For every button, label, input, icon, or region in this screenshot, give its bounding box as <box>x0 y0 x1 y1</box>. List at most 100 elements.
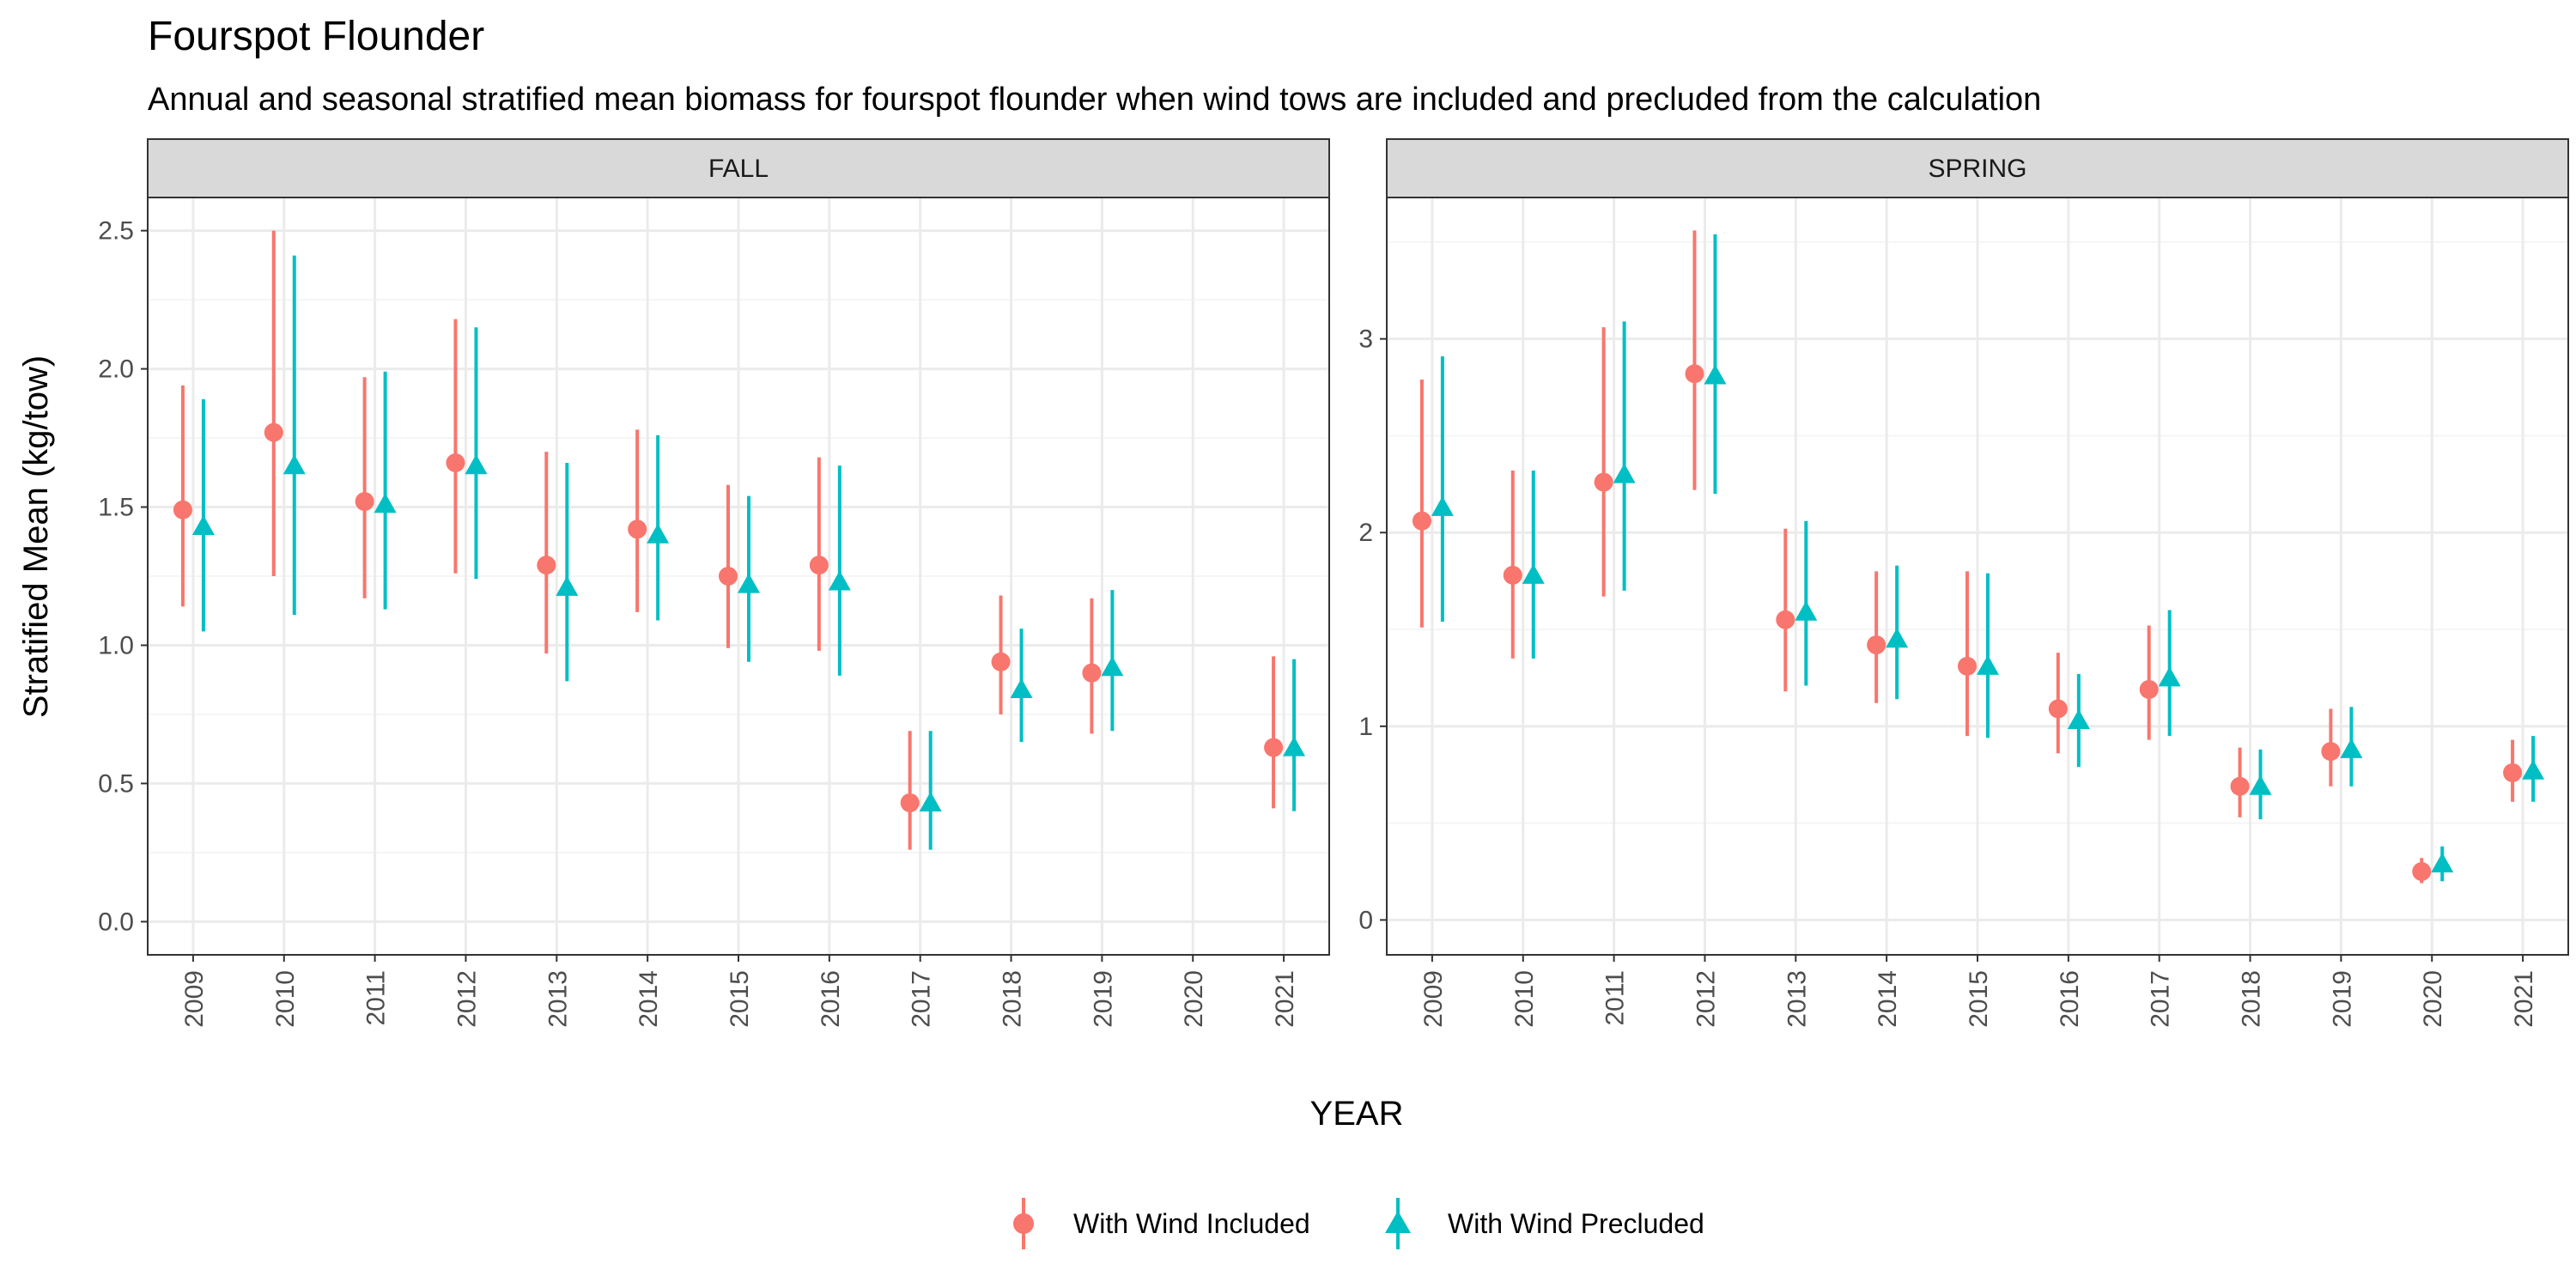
data-point-precluded <box>1886 628 1909 648</box>
data-point-included <box>1264 738 1284 757</box>
data-point-precluded <box>2249 775 2272 795</box>
x-tick-label: 2011 <box>362 970 391 1026</box>
legend-label: With Wind Precluded <box>1448 1208 1704 1239</box>
x-tick-label: 2015 <box>1965 970 1993 1028</box>
data-point-included <box>991 652 1011 671</box>
data-point-precluded <box>919 791 942 811</box>
data-point-precluded <box>283 454 306 475</box>
x-tick-label: 2019 <box>1089 970 1117 1028</box>
data-point-precluded <box>1613 463 1636 483</box>
data-point-included <box>2048 699 2068 719</box>
data-point-precluded <box>1010 677 1033 698</box>
y-tick-label: 3 <box>1358 325 1373 354</box>
legend: With Wind Included With Wind Precluded <box>1013 1198 1704 1249</box>
data-point-precluded <box>191 515 215 536</box>
data-point-precluded <box>1704 364 1727 385</box>
x-tick-label: 2016 <box>817 970 845 1028</box>
x-tick-label: 2020 <box>1180 970 1208 1028</box>
data-point-included <box>446 453 465 473</box>
data-point-precluded <box>1101 656 1124 677</box>
x-tick-label: 2014 <box>635 970 663 1028</box>
x-axis-label: YEAR <box>1310 1095 1404 1133</box>
legend-key-circle <box>1013 1213 1034 1234</box>
y-axis-label: Stratified Mean (kg/tow) <box>17 355 55 718</box>
x-tick-label: 2017 <box>2147 970 2175 1028</box>
data-point-precluded <box>465 454 488 475</box>
y-tick-label: 1.0 <box>98 631 134 659</box>
y-tick-label: 0.0 <box>98 908 134 936</box>
x-tick-label: 2013 <box>1783 970 1811 1028</box>
y-tick-label: 2 <box>1358 519 1373 547</box>
data-point-included <box>1958 656 1977 676</box>
chart-title: Fourspot Flounder <box>148 14 484 59</box>
data-point-precluded <box>2067 709 2090 730</box>
legend-item-included: With Wind Included <box>1013 1198 1310 1249</box>
data-point-precluded <box>1795 600 1818 621</box>
data-point-precluded <box>374 493 397 513</box>
facet-strip-label: FALL <box>708 155 769 183</box>
facet-strip <box>1386 138 2569 198</box>
y-tick-label: 1.5 <box>98 494 134 522</box>
data-point-included <box>1685 364 1704 384</box>
data-point-precluded <box>2522 759 2545 780</box>
data-point-precluded <box>2158 666 2181 687</box>
data-point-included <box>264 422 283 442</box>
legend-key-triangle <box>1385 1211 1411 1233</box>
data-point-included <box>2412 862 2432 882</box>
x-tick-label: 2009 <box>180 970 209 1028</box>
data-point-included <box>2139 679 2159 699</box>
data-point-included <box>1594 472 1613 492</box>
data-point-included <box>900 793 920 812</box>
data-point-included <box>173 500 192 519</box>
legend-item-precluded: With Wind Precluded <box>1385 1198 1704 1249</box>
x-tick-label: 2018 <box>999 970 1027 1028</box>
x-tick-label: 2021 <box>1271 970 1299 1028</box>
y-tick-label: 2.0 <box>98 355 134 384</box>
data-point-precluded <box>1283 736 1306 756</box>
data-point-included <box>628 519 647 539</box>
data-point-included <box>1776 610 1795 629</box>
data-point-precluded <box>1977 654 1999 675</box>
y-tick-label: 1 <box>1358 713 1373 741</box>
data-point-included <box>1082 663 1102 683</box>
x-tick-label: 2020 <box>2419 970 2447 1028</box>
data-point-precluded <box>1431 495 1454 516</box>
data-point-included <box>2321 742 2341 762</box>
data-point-included <box>2230 776 2250 796</box>
data-point-included <box>355 492 374 512</box>
x-tick-label: 2021 <box>2510 970 2538 1028</box>
chart-subtitle: Annual and seasonal stratified mean biom… <box>148 82 2041 118</box>
data-point-precluded <box>2340 738 2363 758</box>
y-tick-label: 0.5 <box>98 769 134 798</box>
x-tick-label: 2012 <box>453 970 481 1028</box>
panel-spring: SPRING 0 1 2 3 2009 2010 2011 2012 2013 2014 2015 20… <box>1358 138 2569 1028</box>
x-tick-label: 2013 <box>544 970 572 1028</box>
facet-strip <box>147 138 1330 198</box>
x-tick-label: 2009 <box>1419 970 1448 1028</box>
x-tick-label: 2010 <box>271 970 300 1028</box>
x-tick-label: 2015 <box>726 970 754 1028</box>
data-point-precluded <box>828 570 851 591</box>
data-point-included <box>1412 511 1431 531</box>
panel-fall: FALL 0.0 0.5 1.0 1.5 2.0 2.5 2009 2010 2011 2012 20… <box>98 138 1330 1028</box>
facet-strip-label: SPRING <box>1928 155 2026 183</box>
data-point-included <box>1503 565 1522 585</box>
data-point-precluded <box>2431 852 2454 872</box>
data-point-included <box>1867 635 1886 655</box>
x-tick-label: 2010 <box>1510 970 1539 1028</box>
y-tick-label: 2.5 <box>98 217 134 246</box>
data-point-included <box>719 567 738 586</box>
data-point-included <box>537 556 556 575</box>
x-tick-label: 2017 <box>908 970 936 1028</box>
x-tick-label: 2018 <box>2238 970 2266 1028</box>
data-point-precluded <box>647 523 670 544</box>
data-point-precluded <box>556 575 579 596</box>
data-point-precluded <box>1522 563 1545 584</box>
x-tick-label: 2012 <box>1692 970 1720 1028</box>
data-point-included <box>809 556 829 575</box>
data-point-included <box>2503 762 2523 782</box>
facet-panels: FALL 0.0 0.5 1.0 1.5 2.0 2.5 2009 2010 2011 2012 20… <box>98 138 2569 1028</box>
legend-label: With Wind Included <box>1073 1208 1310 1239</box>
x-tick-label: 2011 <box>1601 970 1630 1026</box>
